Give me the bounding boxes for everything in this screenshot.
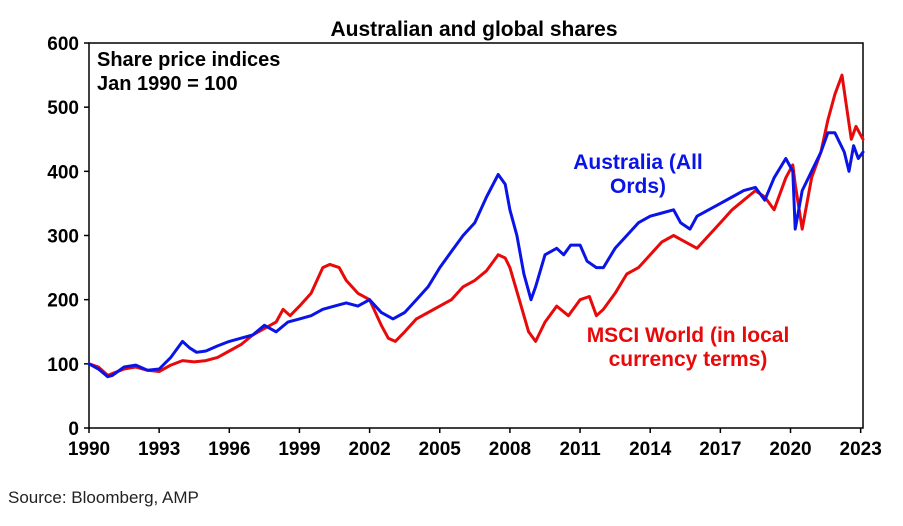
series-label-australia-line-2: Ords) (610, 175, 666, 198)
y-tick-label: 400 (47, 162, 79, 183)
x-tick-label: 1999 (278, 439, 320, 460)
chart-annotation-line-1: Share price indices (97, 49, 280, 71)
y-tick-label: 100 (47, 355, 79, 376)
x-tick-label: 2002 (348, 439, 390, 460)
series-line-australia (87, 131, 865, 379)
x-tick-label: 1993 (138, 439, 180, 460)
x-tick-label: 1990 (68, 439, 110, 460)
series-lines (87, 73, 865, 379)
chart: Australian and global shares 0 100 200 300 4… (47, 18, 882, 460)
y-tick-label: 200 (47, 291, 79, 312)
chart-annotation-line-2: Jan 1990 = 100 (97, 73, 238, 95)
x-tick-label: 2011 (559, 439, 601, 460)
x-tick-label: 2014 (629, 439, 672, 460)
series-label-msci-line-2: currency terms) (609, 348, 768, 371)
x-tick-label: 2008 (489, 439, 531, 460)
x-tick-label: 1996 (208, 439, 250, 460)
y-tick-label: 600 (47, 34, 79, 55)
series-label-australia-line-1: Australia (All (573, 151, 703, 174)
x-tick-label: 2023 (840, 439, 882, 460)
y-tick-label: 0 (68, 419, 79, 440)
y-tick-label: 500 (47, 98, 79, 119)
x-tick-label: 2017 (699, 439, 741, 460)
x-tick-label: 2005 (419, 439, 462, 460)
source-note: Source: Bloomberg, AMP (8, 488, 199, 507)
y-axis: 0 100 200 300 400 500 600 (47, 34, 89, 440)
x-tick-label: 2020 (769, 439, 811, 460)
series-label-msci-line-1: MSCI World (in local (587, 324, 790, 347)
series-line-msci-world (87, 73, 865, 377)
y-tick-label: 300 (47, 227, 79, 248)
x-axis: 1990 1993 1996 1999 2002 2005 2008 2011 2014 2017… (68, 428, 882, 460)
chart-title: Australian and global shares (330, 18, 617, 41)
